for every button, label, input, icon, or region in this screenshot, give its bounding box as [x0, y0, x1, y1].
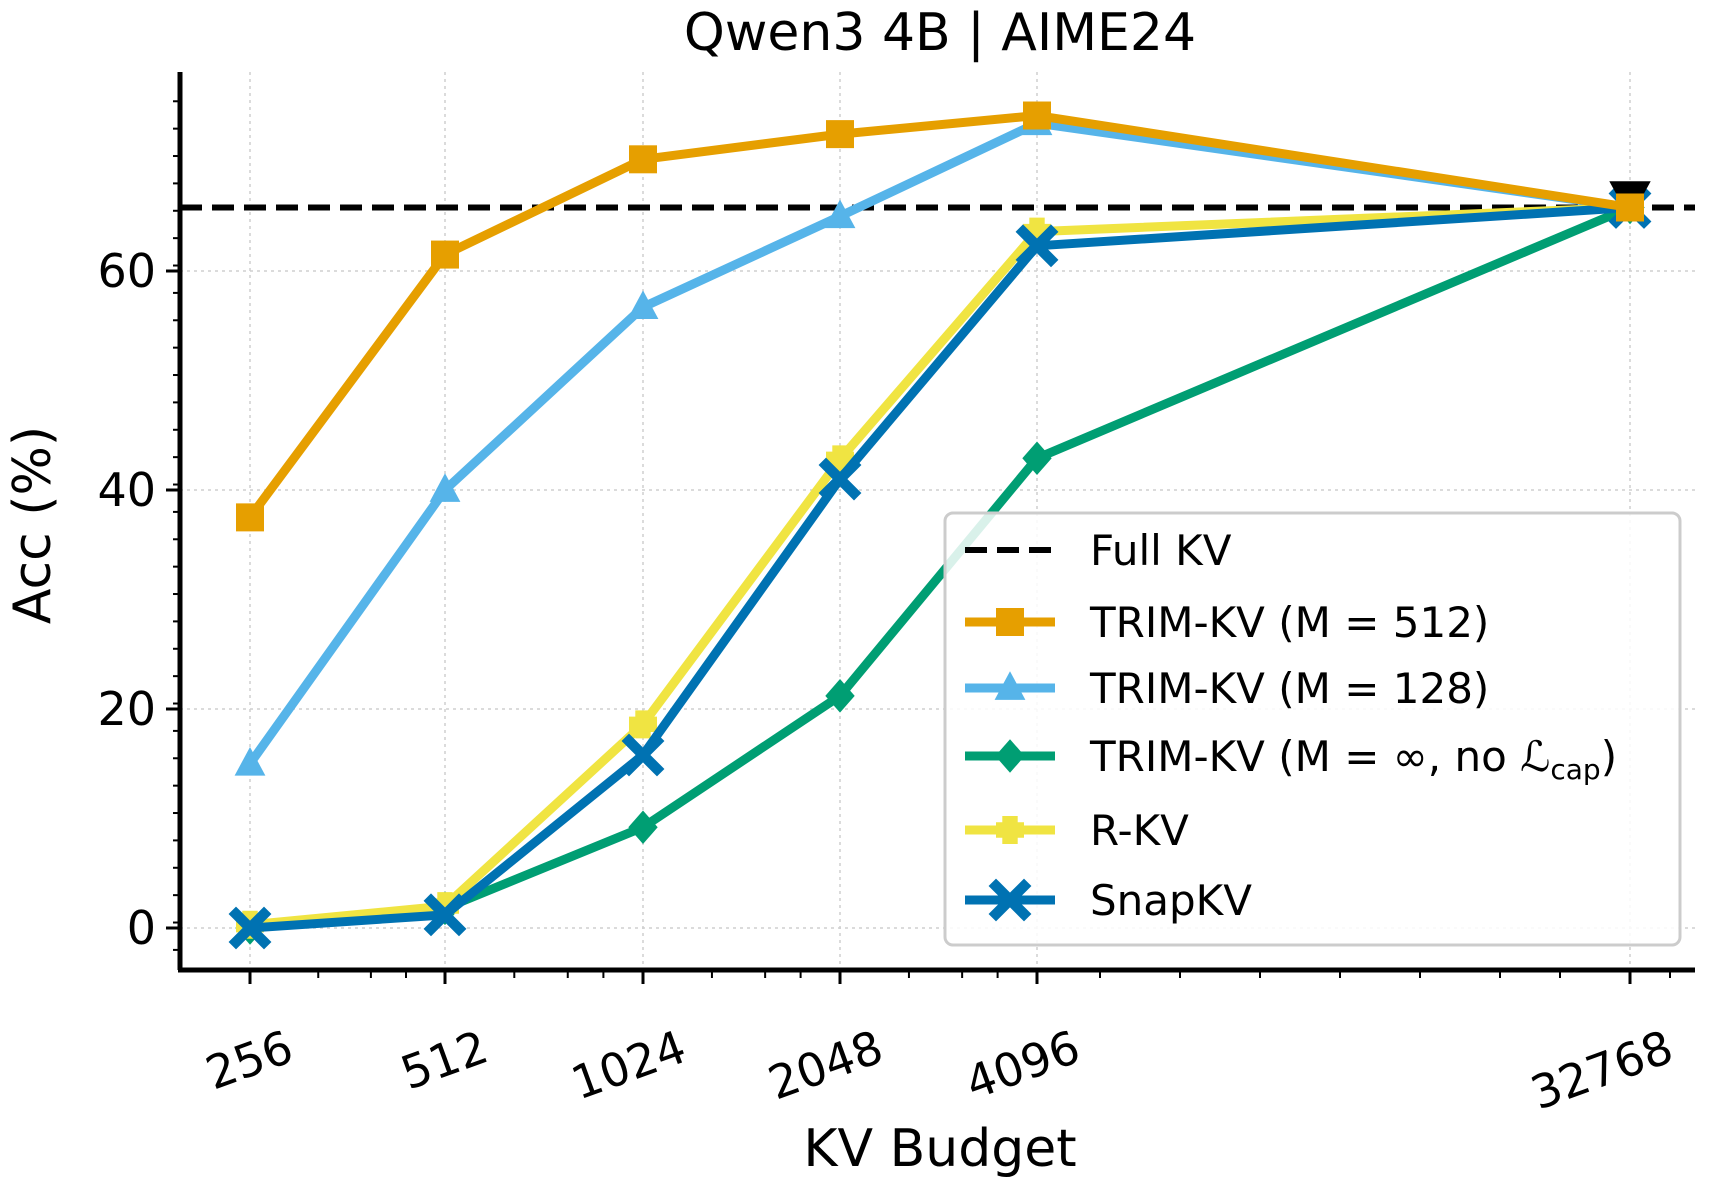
x-axis-label: KV Budget — [803, 1119, 1076, 1179]
series-line — [245, 202, 1635, 933]
legend: Full KV TRIM-KV (M = 512) TRIM-KV (M = 128… — [943, 511, 1682, 947]
legend-label-full-kv: Full KV — [1090, 526, 1232, 575]
series-marker — [423, 893, 467, 937]
marker-square — [431, 240, 459, 269]
series-marker — [629, 710, 657, 739]
series-marker — [431, 240, 459, 269]
y-tick-label: 0 — [127, 901, 156, 955]
series-marker — [994, 671, 1026, 700]
series-marker — [1015, 224, 1059, 268]
marker-diamond — [825, 679, 855, 713]
series-marker — [826, 120, 854, 149]
x-tick-label: 256 — [199, 1020, 300, 1101]
marker-plus — [629, 710, 657, 739]
marker-x — [818, 457, 862, 501]
marker-triangle — [627, 290, 659, 320]
series-marker — [1616, 193, 1644, 222]
marker-triangle — [994, 671, 1026, 700]
series-marker — [818, 457, 862, 501]
legend-label: SnapKV — [1090, 876, 1252, 925]
legend-entry: R-KV — [965, 806, 1189, 855]
marker-triangle — [429, 473, 461, 502]
legend-entry: TRIM-KV (M = 512) — [965, 598, 1489, 647]
series-line — [245, 202, 1635, 930]
series-line — [245, 111, 1635, 522]
series-marker — [621, 733, 665, 777]
marker-square — [1616, 193, 1644, 222]
marker-square — [826, 120, 854, 149]
legend-label: TRIM-KV (M = ∞, no ℒcap) — [1089, 732, 1617, 786]
legend-frame — [943, 511, 1682, 947]
series-marker — [1022, 441, 1052, 476]
x-tick-label: 512 — [394, 1020, 495, 1101]
series-marker — [995, 739, 1025, 773]
legend-entry: TRIM-KV (M = ∞, no ℒcap) — [965, 732, 1617, 786]
marker-square — [236, 503, 264, 532]
series-line — [245, 118, 1635, 769]
marker-plus — [996, 816, 1024, 844]
marker-diamond — [995, 739, 1025, 773]
y-tick-label: 40 — [97, 463, 156, 517]
legend-entry: TRIM-KV (M = 128) — [965, 664, 1489, 713]
legend-entry: SnapKV — [965, 876, 1252, 925]
series-layer — [228, 101, 1652, 950]
series-marker — [228, 906, 272, 950]
legend-items: Full KV TRIM-KV (M = 512) TRIM-KV (M = 128… — [965, 526, 1617, 925]
series-marker — [996, 608, 1024, 636]
y-tick-label: 60 — [97, 244, 156, 298]
legend-label: TRIM-KV (M = 128) — [1089, 664, 1489, 713]
marker-square — [1023, 101, 1051, 130]
series-marker — [236, 503, 264, 532]
marker-square — [629, 145, 657, 174]
series-marker — [1023, 101, 1051, 130]
series-marker — [824, 199, 856, 229]
series-marker — [234, 746, 266, 776]
x-tick-label: 1024 — [564, 1020, 692, 1111]
y-axis-label: Acc (%) — [3, 426, 63, 624]
marker-x — [1015, 224, 1059, 268]
x-tick-label: 4096 — [958, 1020, 1086, 1111]
marker-diamond — [1022, 441, 1052, 476]
x-tick-label: 32768 — [1524, 1020, 1680, 1121]
series-marker — [429, 473, 461, 502]
marker-x — [621, 733, 665, 777]
series-0 — [236, 101, 1644, 532]
legend-label: TRIM-KV (M = 512) — [1089, 598, 1489, 647]
series-marker — [996, 816, 1024, 844]
series-marker — [825, 679, 855, 713]
series-marker — [627, 290, 659, 320]
x-tick-label: 2048 — [761, 1020, 889, 1111]
marker-square — [996, 608, 1024, 636]
marker-diamond — [628, 810, 658, 845]
y-tick-label: 20 — [97, 682, 156, 736]
marker-triangle — [234, 746, 266, 776]
marker-x — [423, 893, 467, 937]
legend-label: R-KV — [1090, 806, 1189, 855]
marker-x — [988, 878, 1032, 922]
marker-x — [228, 906, 272, 950]
series-marker — [629, 145, 657, 174]
series-marker — [988, 878, 1032, 922]
marker-triangle — [824, 199, 856, 229]
series-marker — [628, 810, 658, 845]
chart-title: Qwen3 4B | AIME24 — [684, 3, 1196, 63]
